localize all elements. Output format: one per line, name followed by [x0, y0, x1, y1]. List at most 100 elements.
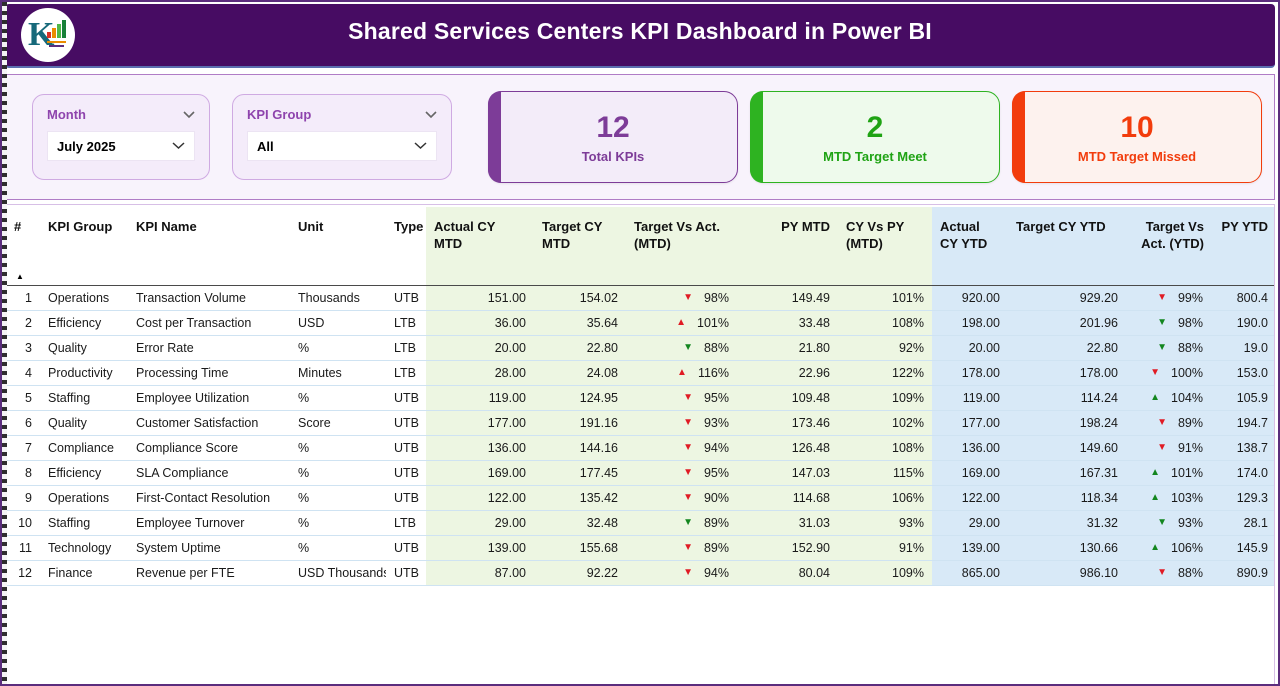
- chevron-down-icon[interactable]: [183, 110, 195, 119]
- cell-tva_mtd: ▼ 88%: [626, 336, 738, 361]
- total-kpis-label: Total KPIs: [581, 148, 645, 164]
- indicator-value: 101%: [697, 316, 729, 330]
- mtd-target-missed-label: MTD Target Missed: [1077, 148, 1197, 164]
- cell-tva_mtd: ▼ 94%: [626, 436, 738, 461]
- cell-target_cy_ytd: 149.60: [1008, 436, 1126, 461]
- cell-kpi_name: Processing Time: [128, 361, 290, 386]
- cell-actual_cy_ytd: 122.00: [932, 486, 1008, 511]
- header-cell-kpi_group[interactable]: KPI Group: [40, 207, 128, 285]
- cell-actual_cy_ytd: 198.00: [932, 311, 1008, 336]
- cell-actual_cy_ytd: 29.00: [932, 511, 1008, 536]
- card-accent-bar: [750, 91, 763, 183]
- cell-tva_mtd: ▼ 90%: [626, 486, 738, 511]
- cell-cy_vs_py_mtd: 101%: [838, 286, 932, 311]
- header-cell-actual_cy_mtd[interactable]: Actual CY MTD: [426, 207, 534, 285]
- cell-py_mtd: 22.96: [738, 361, 838, 386]
- header-cell-unit[interactable]: Unit: [290, 207, 386, 285]
- trend-down-icon: ▼: [1157, 517, 1167, 528]
- cell-actual_cy_mtd: 20.00: [426, 336, 534, 361]
- mtd-target-meet-label: MTD Target Meet: [823, 148, 927, 164]
- indicator-value: 99%: [1177, 291, 1203, 305]
- cell-py_ytd: 19.0: [1212, 336, 1274, 361]
- header-label: Target Vs Act. (YTD): [1141, 219, 1204, 251]
- cell-unit: %: [290, 386, 386, 411]
- cell-tva_ytd: ▼ 98%: [1126, 311, 1212, 336]
- cell-target_cy_mtd: 32.48: [534, 511, 626, 536]
- header-cell-target_cy_ytd[interactable]: Target CY YTD: [1008, 207, 1126, 285]
- cell-py_ytd: 890.9: [1212, 561, 1274, 586]
- month-dropdown[interactable]: July 2025: [47, 131, 195, 161]
- cell-py_ytd: 194.7: [1212, 411, 1274, 436]
- cell-target_cy_ytd: 130.66: [1008, 536, 1126, 561]
- header-cell-py_mtd[interactable]: PY MTD: [738, 207, 838, 285]
- kpi-cards: 12 Total KPIs 2 MTD Target Meet 10 MTD T…: [488, 91, 1274, 183]
- cell-py_mtd: 80.04: [738, 561, 838, 586]
- cell-target_cy_ytd: 114.24: [1008, 386, 1126, 411]
- cell-type: UTB: [386, 411, 426, 436]
- trend-up-icon: ▲: [1150, 467, 1161, 478]
- table-row: 5 Staffing Employee Utilization% UTB 119.00 1…: [6, 386, 1274, 411]
- indicator-value: 95%: [703, 466, 729, 480]
- chevron-down-icon[interactable]: [425, 110, 437, 119]
- cell-kpi_name: Employee Turnover: [128, 511, 290, 536]
- month-slicer-label: Month: [47, 107, 86, 122]
- cell-py_mtd: 149.49: [738, 286, 838, 311]
- cell-unit: %: [290, 536, 386, 561]
- kpi-group-dropdown-value: All: [256, 138, 274, 154]
- cell-target_cy_mtd: 154.02: [534, 286, 626, 311]
- header-cell-tva_ytd[interactable]: Target Vs Act. (YTD): [1126, 207, 1212, 285]
- cell-target_cy_mtd: 135.42: [534, 486, 626, 511]
- cell-actual_cy_mtd: 151.00: [426, 286, 534, 311]
- header-cell-py_ytd[interactable]: PY YTD: [1212, 207, 1274, 285]
- indicator-value: 89%: [703, 516, 729, 530]
- indicator-value: 88%: [1177, 566, 1203, 580]
- cell-target_cy_ytd: 167.31: [1008, 461, 1126, 486]
- kpi-matrix: # ▲ KPI Group KPI Name Unit Type Actual CY MTD…: [6, 207, 1274, 586]
- cell-cy_vs_py_mtd: 91%: [838, 536, 932, 561]
- trend-down-icon: ▼: [683, 392, 693, 403]
- cell-target_cy_mtd: 191.16: [534, 411, 626, 436]
- cell-tva_mtd: ▼ 89%: [626, 511, 738, 536]
- cell-actual_cy_ytd: 177.00: [932, 411, 1008, 436]
- trend-down-icon: ▼: [683, 342, 693, 353]
- cell-tva_mtd: ▼ 93%: [626, 411, 738, 436]
- header-cell-actual_cy_ytd[interactable]: Actual CY YTD: [932, 207, 1008, 285]
- header-cell-kpi_name[interactable]: KPI Name: [128, 207, 290, 285]
- cell-type: LTB: [386, 311, 426, 336]
- cell-target_cy_ytd: 31.32: [1008, 511, 1126, 536]
- trend-up-icon: ▲: [1150, 392, 1161, 403]
- cell-kpi_name: Revenue per FTE: [128, 561, 290, 586]
- header-cell-tva_mtd[interactable]: Target Vs Act. (MTD): [626, 207, 738, 285]
- header-cell-type[interactable]: Type: [386, 207, 426, 285]
- trend-down-icon: ▼: [683, 492, 693, 503]
- cell-actual_cy_ytd: 136.00: [932, 436, 1008, 461]
- header-cell-cy_vs_py_mtd[interactable]: CY Vs PY (MTD): [838, 207, 932, 285]
- cell-unit: USD: [290, 311, 386, 336]
- cell-target_cy_mtd: 155.68: [534, 536, 626, 561]
- cell-actual_cy_ytd: 119.00: [932, 386, 1008, 411]
- cell-type: UTB: [386, 461, 426, 486]
- cell-target_cy_mtd: 24.08: [534, 361, 626, 386]
- kpi-group-slicer-label: KPI Group: [246, 107, 312, 122]
- cell-py_mtd: 114.68: [738, 486, 838, 511]
- cell-kpi_group: Efficiency: [40, 461, 128, 486]
- table-row: 7 Compliance Compliance Score% UTB 136.00 144…: [6, 436, 1274, 461]
- cell-kpi_group: Quality: [40, 336, 128, 361]
- cell-target_cy_ytd: 118.34: [1008, 486, 1126, 511]
- cell-target_cy_ytd: 178.00: [1008, 361, 1126, 386]
- cell-tva_ytd: ▲ 101%: [1126, 461, 1212, 486]
- header-label: #: [14, 219, 22, 234]
- kpi-group-dropdown[interactable]: All: [246, 131, 437, 161]
- cell-num: 6: [6, 411, 40, 436]
- mtd-target-meet-card: 2 MTD Target Meet: [750, 91, 1000, 183]
- header-cell-num[interactable]: # ▲: [6, 207, 40, 285]
- cell-target_cy_mtd: 22.80: [534, 336, 626, 361]
- trend-down-icon: ▼: [1157, 342, 1167, 353]
- header-cell-target_cy_mtd[interactable]: Target CY MTD: [534, 207, 626, 285]
- cell-num: 4: [6, 361, 40, 386]
- indicator-value: 101%: [1171, 466, 1203, 480]
- cell-actual_cy_ytd: 169.00: [932, 461, 1008, 486]
- cell-tva_mtd: ▼ 89%: [626, 536, 738, 561]
- indicator-value: 91%: [1177, 441, 1203, 455]
